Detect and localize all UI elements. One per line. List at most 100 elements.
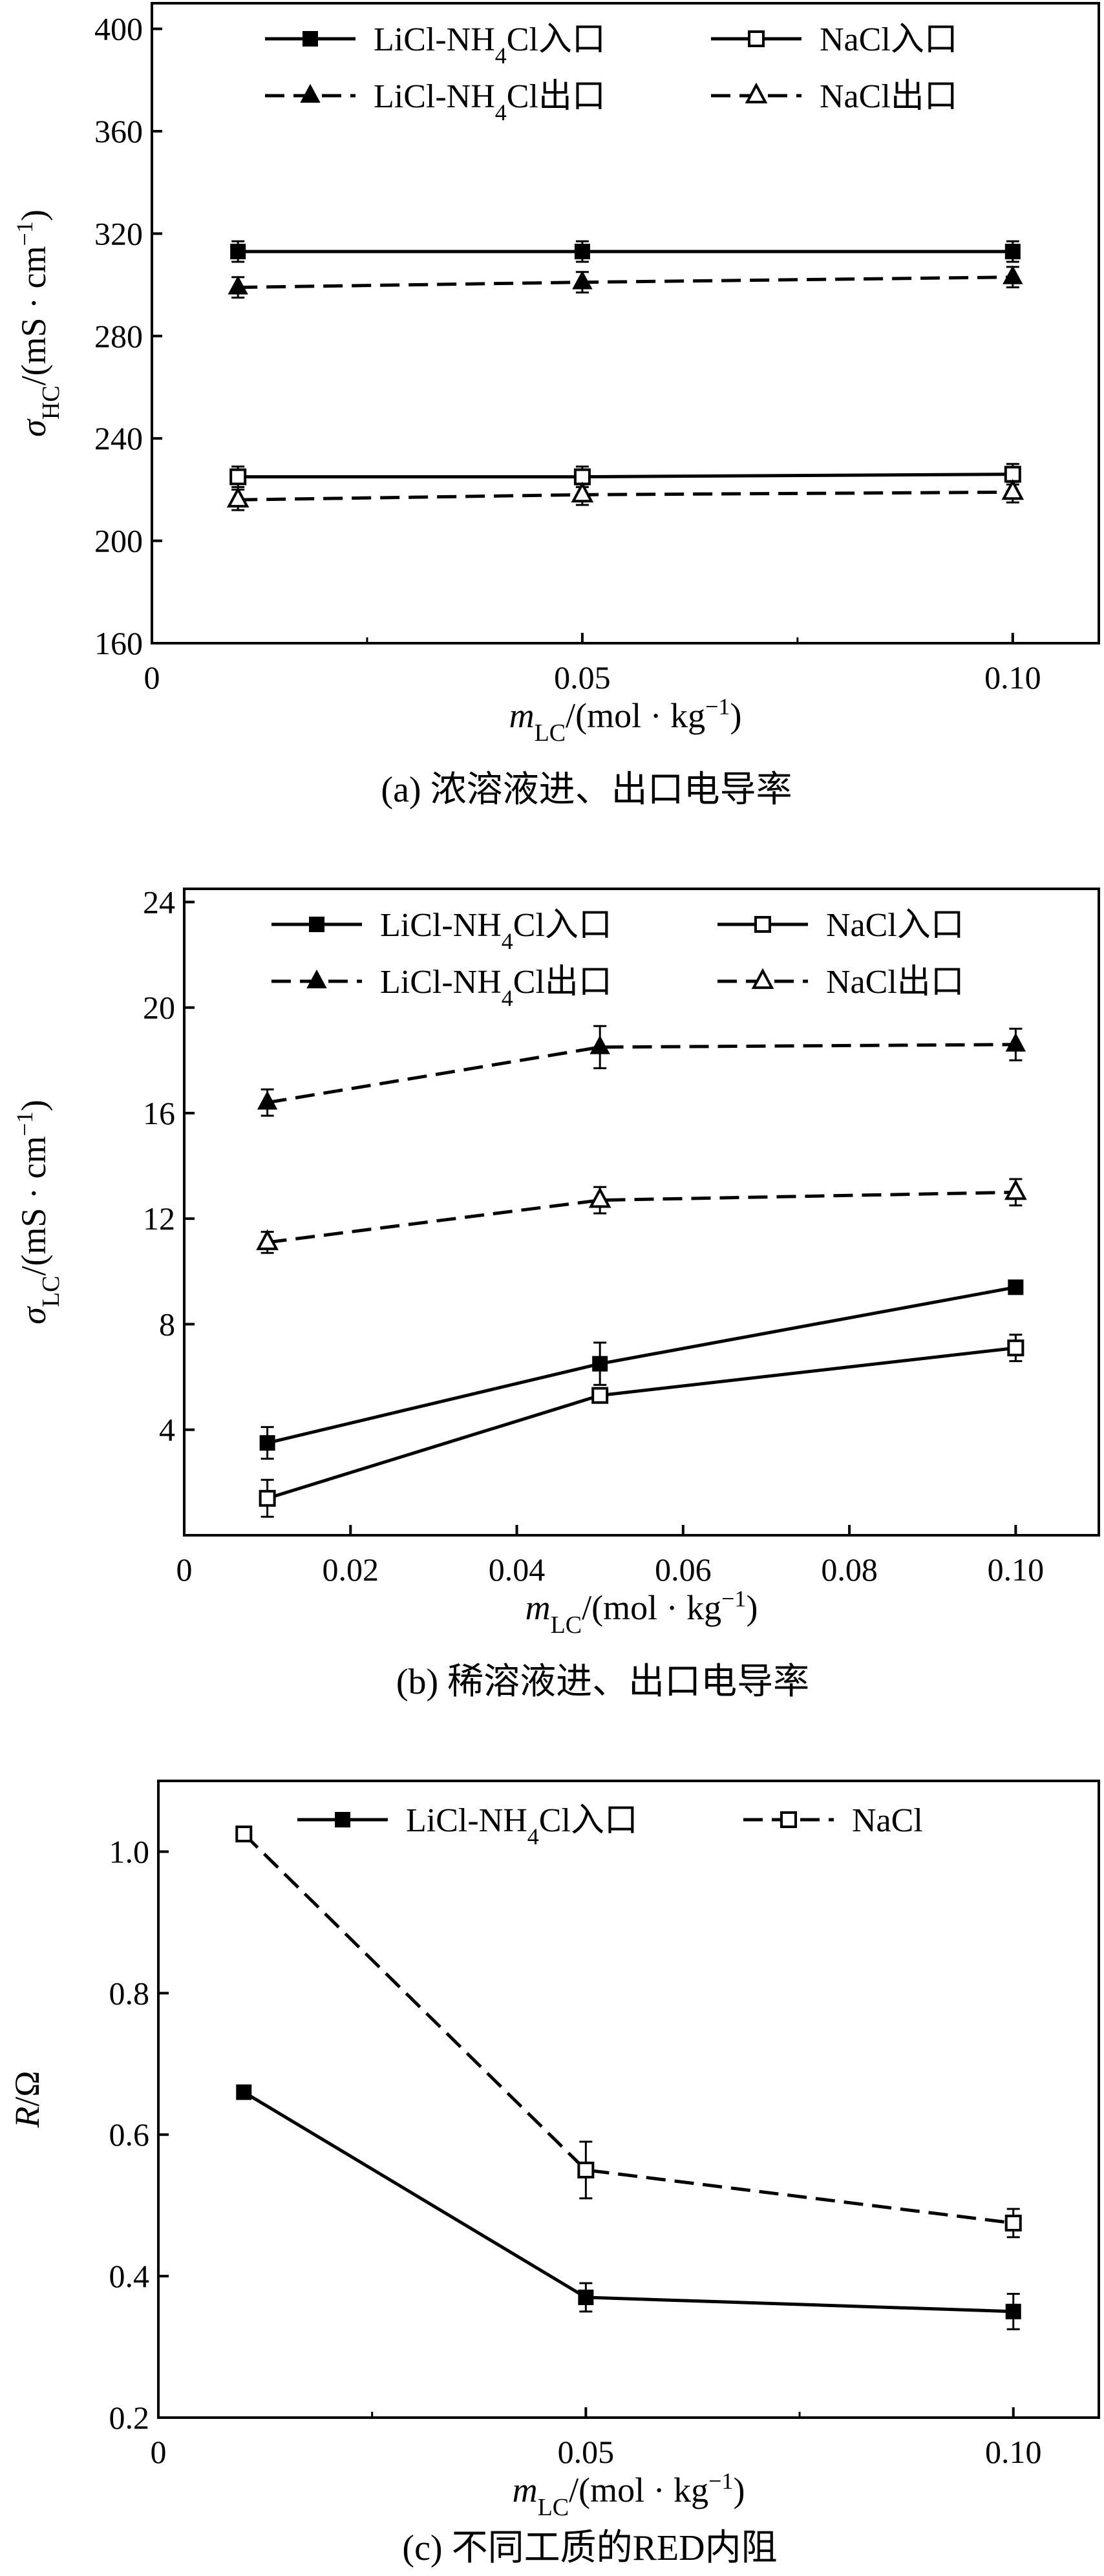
- data-point: [257, 1091, 278, 1110]
- data-point: [230, 244, 246, 260]
- data-point: [591, 1387, 609, 1404]
- plot-frame: [183, 888, 1100, 1537]
- legend: LiCl-NH4Cl入口 NaCl入口 LiCl-NH4Cl出口 NaCl出口: [271, 907, 964, 1011]
- data-point: [259, 1435, 275, 1451]
- x-tick-label: 0: [151, 2434, 167, 2470]
- series-line: [267, 1043, 1016, 1105]
- legend: LiCl-NH4Cl入口 NaCl入口 LiCl-NH4Cl出口 NaCl出口: [265, 21, 958, 125]
- y-tick-label: 160: [94, 625, 143, 661]
- y-tick-label: 16: [143, 1095, 175, 1131]
- legend-marker: [745, 82, 768, 103]
- data-point: [1003, 265, 1023, 284]
- series-1: [230, 240, 1021, 263]
- series-line: [242, 2091, 1014, 2314]
- chart-panel-1: 160 200 240 280 320 360 400 0 0.05 0.10 LiCl-NH4Cl…: [12, 2, 1100, 810]
- series-4: [226, 479, 1024, 511]
- series-4: [256, 1178, 1027, 1254]
- x-tick-label: 0.04: [489, 1551, 546, 1588]
- legend-marker: [309, 917, 324, 932]
- series-line: [242, 1833, 1014, 2225]
- x-tick-label: 0.05: [558, 2434, 615, 2470]
- x-tick-label: 0: [144, 659, 160, 696]
- legend-marker: [335, 1812, 350, 1827]
- y-tick-label: 0.2: [109, 2400, 150, 2436]
- data-point: [1005, 2303, 1021, 2319]
- legend-marker: [300, 83, 321, 103]
- legend-marker: [306, 969, 327, 988]
- x-tick-label: 0.10: [988, 1551, 1045, 1588]
- y-tick-label: 280: [94, 318, 143, 354]
- panel-caption: (a) 浓溶液进、出口电导率: [381, 770, 792, 810]
- x-tick-label: 0.08: [821, 1551, 878, 1588]
- data-point: [1004, 1179, 1027, 1200]
- data-point: [571, 481, 594, 503]
- y-tick-label: 360: [94, 113, 143, 149]
- legend-label: LiCl-NH4Cl出口: [380, 964, 612, 1011]
- x-axis-label: mLC/(mol · kg−1): [513, 2468, 745, 2521]
- series-1: [259, 1279, 1024, 1460]
- data-point: [1004, 244, 1021, 260]
- plot-frame: [151, 2, 1100, 644]
- data-point: [1001, 479, 1024, 500]
- x-axis-label: mLC/(mol · kg−1): [509, 694, 742, 747]
- series-line: [238, 490, 1013, 502]
- x-tick-label: 0.10: [985, 2434, 1042, 2470]
- legend-marker: [780, 1811, 797, 1828]
- data-point: [592, 1356, 608, 1372]
- legend-label: LiCl-NH4Cl入口: [406, 1802, 638, 1849]
- y-tick-label: 0.8: [109, 1975, 150, 2011]
- data-point: [236, 2084, 252, 2100]
- x-axis-label: mLC/(mol · kg−1): [525, 1586, 758, 1639]
- legend-label: NaCl出口: [820, 78, 958, 115]
- x-tick-label: 0.05: [554, 659, 611, 696]
- data-point: [1007, 1339, 1024, 1357]
- series-2: [235, 1826, 1022, 2239]
- y-tick-label: 400: [94, 11, 143, 47]
- y-tick-label: 1.0: [109, 1833, 150, 1869]
- legend-label: LiCl-NH4Cl入口: [380, 907, 612, 954]
- legend-label: NaCl: [852, 1802, 923, 1839]
- y-tick-label: 0.6: [109, 2116, 150, 2153]
- legend-marker: [748, 30, 765, 47]
- y-tick-label: 200: [94, 523, 143, 559]
- data-point: [229, 468, 247, 485]
- data-point: [577, 2161, 595, 2178]
- y-tick-label: 4: [159, 1412, 175, 1448]
- legend-label: LiCl-NH4Cl出口: [374, 78, 606, 125]
- data-point: [1004, 2215, 1022, 2232]
- data-point: [256, 1229, 279, 1250]
- y-tick-label: 240: [94, 420, 143, 456]
- legend-label: NaCl出口: [826, 964, 964, 1001]
- legend-label: LiCl-NH4Cl入口: [374, 21, 606, 69]
- series-line: [267, 1285, 1016, 1445]
- y-tick-label: 320: [94, 215, 143, 251]
- x-tick-label: 0.10: [984, 659, 1041, 696]
- series-3: [257, 1025, 1026, 1117]
- chart-panel-3: 0.2 0.4 0.6 0.8 1.0 0 0.05 0.10 LiCl-NH4Cl入口 NaCl…: [8, 1780, 1100, 2568]
- legend-label: NaCl入口: [826, 907, 964, 944]
- data-point: [588, 1187, 611, 1208]
- series-1: [236, 2084, 1021, 2330]
- data-point: [226, 486, 249, 508]
- data-point: [235, 1826, 253, 1843]
- data-point: [228, 275, 248, 295]
- legend-marker: [303, 31, 318, 47]
- legend-label: NaCl入口: [820, 21, 958, 58]
- y-axis-label: σHC/(mS · cm−1): [12, 209, 65, 437]
- plot-frame: [157, 1780, 1100, 2419]
- series-line: [267, 1190, 1016, 1244]
- y-tick-label: 8: [159, 1306, 175, 1342]
- data-point: [572, 270, 593, 290]
- chart-panel-2: 4 8 12 16 20 24 0 0.02 0.04 0.06 0.08 0.10 LiCl-NH4C…: [12, 884, 1100, 1702]
- series-line: [238, 275, 1013, 290]
- x-tick-label: 0.06: [655, 1551, 712, 1588]
- legend: LiCl-NH4Cl入口 NaCl: [297, 1802, 923, 1849]
- y-tick-label: 24: [143, 884, 175, 920]
- panel-caption: (c) 不同工质的RED内阻: [402, 2528, 777, 2568]
- data-point: [1005, 1032, 1026, 1052]
- x-tick-label: 0.02: [323, 1551, 379, 1588]
- y-axis-label: R/Ω: [8, 2070, 47, 2128]
- series-line: [266, 1346, 1016, 1500]
- x-tick-label: 0: [176, 1551, 193, 1588]
